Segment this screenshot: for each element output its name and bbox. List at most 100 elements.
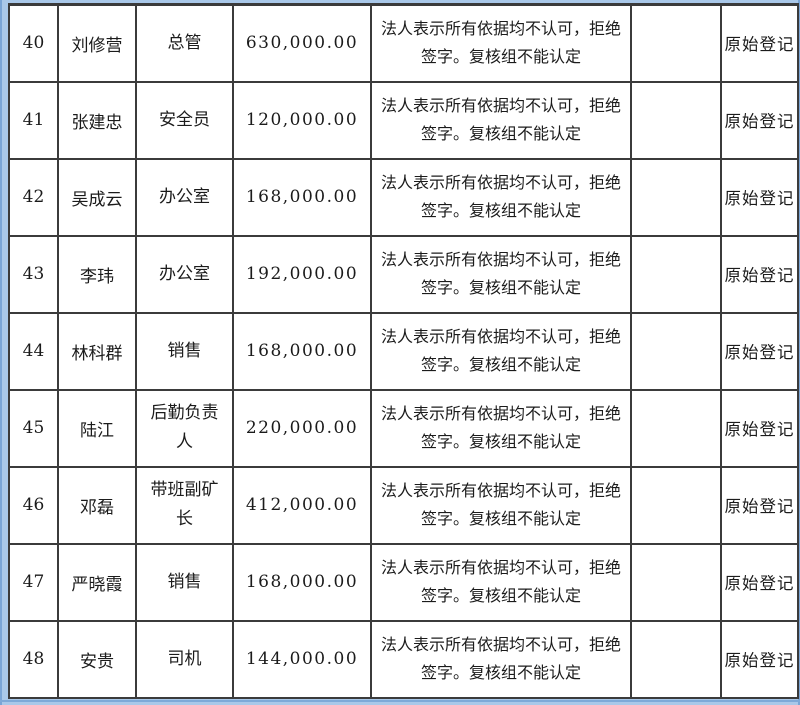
note-line-1: 法人表示所有依据均不认可，拒绝 <box>380 404 621 423</box>
cell-blank <box>630 157 722 237</box>
status-text: 原始登记 <box>724 420 795 439</box>
cell-position: 办公室 <box>135 234 234 314</box>
note-line-1: 法人表示所有依据均不认可，拒绝 <box>380 96 621 115</box>
cell-note: 法人表示所有依据均不认可，拒绝 签字。复核组不能认定 <box>370 388 632 468</box>
note-line-1: 法人表示所有依据均不认可，拒绝 <box>380 635 621 654</box>
cell-position: 销售 <box>135 542 234 622</box>
note-line-2: 签字。复核组不能认定 <box>420 509 581 528</box>
amount-text: 168,000.00 <box>245 572 359 592</box>
cell-blank <box>630 311 722 391</box>
position-text: 销售 <box>167 340 202 361</box>
row-number-text: 42 <box>22 187 45 207</box>
status-text: 原始登记 <box>724 497 795 516</box>
cell-row-number: 47 <box>8 542 59 622</box>
status-text: 原始登记 <box>724 574 795 593</box>
cell-name: 陆江 <box>57 388 137 468</box>
cell-note: 法人表示所有依据均不认可，拒绝 签字。复核组不能认定 <box>370 157 632 237</box>
status-text: 原始登记 <box>724 35 795 55</box>
cell-name: 吴成云 <box>57 157 137 237</box>
amount-text: 192,000.00 <box>245 264 359 284</box>
status-text: 原始登记 <box>724 112 795 131</box>
cell-name: 张建忠 <box>57 80 137 160</box>
position-text: 销售 <box>167 571 202 592</box>
note-line-2: 签字。复核组不能认定 <box>420 124 581 143</box>
cell-status: 原始登记 <box>720 465 799 545</box>
cell-status: 原始登记 <box>720 311 799 391</box>
note-line-2: 签字。复核组不能认定 <box>420 201 581 220</box>
cell-name: 林科群 <box>57 311 137 391</box>
cell-status: 原始登记 <box>720 619 799 699</box>
position-text: 总管 <box>167 32 202 53</box>
registration-table: 40 刘修营 总管 630,000.00 法人表示所有依据均不认可，拒绝 签字。… <box>8 3 799 699</box>
cell-status: 原始登记 <box>720 80 799 160</box>
cell-note: 法人表示所有依据均不认可，拒绝 签字。复核组不能认定 <box>370 619 632 699</box>
note-line-2: 签字。复核组不能认定 <box>420 47 581 67</box>
cell-note: 法人表示所有依据均不认可，拒绝 签字。复核组不能认定 <box>370 465 632 545</box>
cell-note: 法人表示所有依据均不认可，拒绝 签字。复核组不能认定 <box>370 3 632 83</box>
name-text: 吴成云 <box>71 189 123 210</box>
name-text: 刘修营 <box>71 35 123 56</box>
cell-amount: 412,000.00 <box>232 465 372 545</box>
cell-row-number: 40 <box>8 3 59 83</box>
position-text: 后勤负责人 <box>150 403 219 452</box>
cell-position: 带班副矿长 <box>135 465 234 545</box>
position-text: 办公室 <box>159 263 210 284</box>
amount-text: 412,000.00 <box>245 495 359 515</box>
table-row: 48 安贵 司机 144,000.00 法人表示所有依据均不认可，拒绝 签字。复… <box>8 619 799 699</box>
cell-row-number: 44 <box>8 311 59 391</box>
row-number-text: 47 <box>22 572 45 592</box>
amount-text: 630,000.00 <box>245 33 359 54</box>
cell-blank <box>630 542 722 622</box>
cell-note: 法人表示所有依据均不认可，拒绝 签字。复核组不能认定 <box>370 80 632 160</box>
cell-amount: 192,000.00 <box>232 234 372 314</box>
cell-blank <box>630 465 722 545</box>
cell-row-number: 42 <box>8 157 59 237</box>
row-number-text: 40 <box>22 33 45 54</box>
table-body: 40 刘修营 总管 630,000.00 法人表示所有依据均不认可，拒绝 签字。… <box>8 3 799 699</box>
cell-amount: 144,000.00 <box>232 619 372 699</box>
row-number-text: 44 <box>22 341 45 361</box>
cell-row-number: 41 <box>8 80 59 160</box>
cell-status: 原始登记 <box>720 388 799 468</box>
note-line-1: 法人表示所有依据均不认可，拒绝 <box>380 250 621 269</box>
status-text: 原始登记 <box>724 266 795 285</box>
cell-blank <box>630 80 722 160</box>
cell-row-number: 45 <box>8 388 59 468</box>
cell-status: 原始登记 <box>720 3 799 83</box>
cell-name: 严晓霞 <box>57 542 137 622</box>
note-line-2: 签字。复核组不能认定 <box>420 278 581 297</box>
cell-blank <box>630 234 722 314</box>
table-row: 40 刘修营 总管 630,000.00 法人表示所有依据均不认可，拒绝 签字。… <box>8 3 799 83</box>
status-text: 原始登记 <box>724 343 795 362</box>
cell-blank <box>630 3 722 83</box>
name-text: 张建忠 <box>71 112 123 133</box>
name-text: 林科群 <box>71 343 123 364</box>
cell-blank <box>630 388 722 468</box>
cell-name: 李玮 <box>57 234 137 314</box>
cell-position: 销售 <box>135 311 234 391</box>
row-number-text: 41 <box>22 110 45 130</box>
name-text: 严晓霞 <box>71 574 123 595</box>
note-line-1: 法人表示所有依据均不认可，拒绝 <box>380 558 621 577</box>
cell-position: 安全员 <box>135 80 234 160</box>
note-line-1: 法人表示所有依据均不认可，拒绝 <box>380 19 621 39</box>
cell-row-number: 46 <box>8 465 59 545</box>
note-line-1: 法人表示所有依据均不认可，拒绝 <box>380 173 621 192</box>
note-line-1: 法人表示所有依据均不认可，拒绝 <box>380 481 621 500</box>
cell-row-number: 43 <box>8 234 59 314</box>
cell-blank <box>630 619 722 699</box>
name-text: 安贵 <box>80 651 114 672</box>
cell-position: 后勤负责人 <box>135 388 234 468</box>
status-text: 原始登记 <box>724 189 795 208</box>
amount-text: 220,000.00 <box>245 418 359 438</box>
cell-amount: 168,000.00 <box>232 157 372 237</box>
table-row: 46 邓磊 带班副矿长 412,000.00 法人表示所有依据均不认可，拒绝 签… <box>8 465 799 545</box>
row-number-text: 45 <box>22 418 45 438</box>
row-number-text: 48 <box>22 649 45 669</box>
note-line-2: 签字。复核组不能认定 <box>420 432 581 451</box>
position-text: 司机 <box>167 648 202 669</box>
window-edge-right <box>798 0 800 705</box>
cell-name: 邓磊 <box>57 465 137 545</box>
cell-amount: 220,000.00 <box>232 388 372 468</box>
table-row: 47 严晓霞 销售 168,000.00 法人表示所有依据均不认可，拒绝 签字。… <box>8 542 799 622</box>
